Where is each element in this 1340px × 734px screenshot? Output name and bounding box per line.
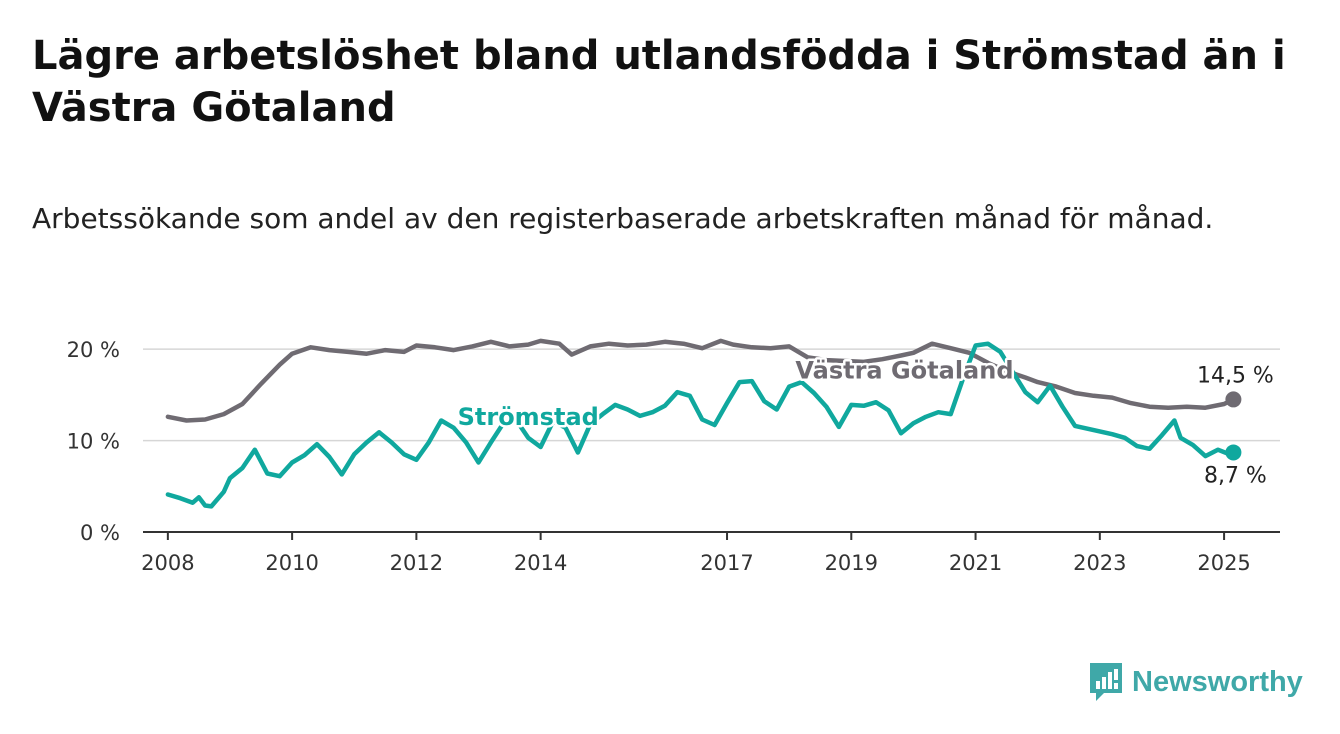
data-labels: Västra Götaland Strömstad 14,5 % 8,7 %: [455, 354, 1276, 491]
line-chart: 0 % 10 % 20 % 2008 2010 2012 2014 2017 2019 2021 2…: [67, 338, 1280, 575]
y-tick-label: 10 %: [67, 430, 120, 454]
x-tick-label: 2017: [700, 551, 753, 575]
x-tick-label: 2023: [1073, 551, 1126, 575]
x-tick-label: 2010: [265, 551, 318, 575]
series-line-1: [165, 341, 1236, 509]
chart-subtitle: Arbetssökande som andel av den registerb…: [32, 202, 1214, 235]
bar-chart-icon: [1090, 663, 1122, 701]
series-name-label: Strömstad: [458, 403, 599, 431]
chart-title: Lägre arbetslöshet bland utlandsfödda i …: [32, 33, 1286, 131]
end-value-label: 14,5 %: [1197, 363, 1274, 388]
series-end-point-0: [1225, 391, 1242, 408]
x-tick-label: 2014: [514, 551, 567, 575]
series-line-0: [165, 338, 1236, 423]
x-tick-label: 2008: [141, 551, 194, 575]
axes: 0 % 10 % 20 % 2008 2010 2012 2014 2017 2019 2021 2…: [67, 338, 1280, 575]
x-tick-label: 2012: [390, 551, 443, 575]
series-lines: [165, 338, 1242, 509]
y-tick-label: 20 %: [67, 338, 120, 362]
y-tick-label: 0 %: [80, 521, 120, 545]
x-tick-label: 2021: [949, 551, 1002, 575]
series-end-point-1: [1225, 444, 1242, 461]
grid-lines: [143, 348, 1280, 442]
x-tick-label: 2025: [1197, 551, 1250, 575]
x-tick-label: 2019: [825, 551, 878, 575]
series-name-label: Västra Götaland: [795, 356, 1013, 384]
brand-name: Newsworthy: [1132, 665, 1303, 698]
newsworthy-logo: Newsworthy: [1088, 660, 1303, 704]
end-value-label: 8,7 %: [1204, 463, 1267, 488]
